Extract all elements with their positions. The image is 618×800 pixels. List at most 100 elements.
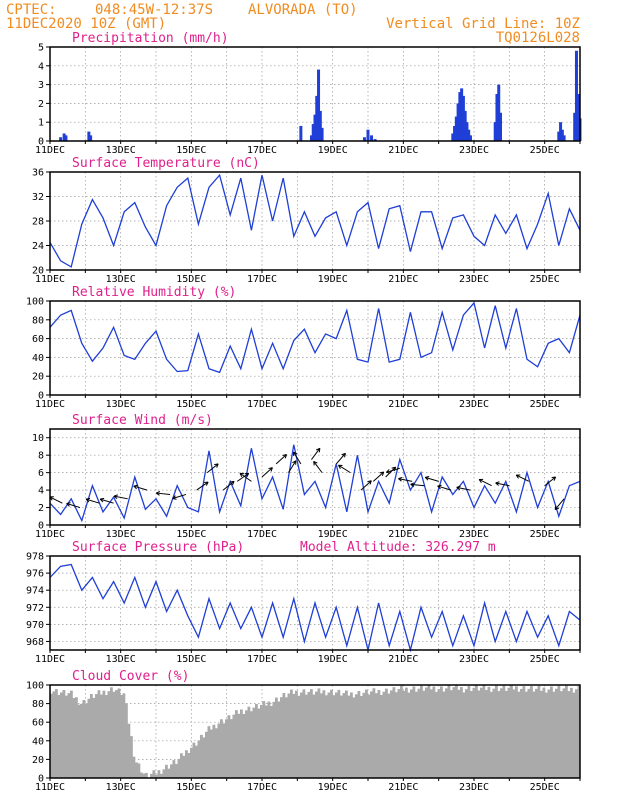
cloud-bar	[130, 736, 133, 778]
x-tick-label: 11DEC	[35, 529, 65, 540]
cloud-bar	[262, 701, 266, 778]
x-tick-label: 11DEC	[35, 274, 65, 285]
cloud-bar	[317, 688, 321, 778]
cloud-bar	[270, 705, 273, 778]
cloud-bar	[535, 688, 538, 778]
wind-vector	[85, 498, 100, 504]
y-tick-label: 3	[38, 80, 44, 91]
precip-bar	[499, 112, 502, 141]
cloud-bar	[100, 694, 103, 778]
cloud-bar	[127, 723, 131, 778]
wind-vector-head	[437, 485, 441, 490]
precip-bar	[460, 88, 464, 141]
cloud-bar	[517, 691, 521, 778]
temp-title: Surface Temperature (nC)	[72, 156, 260, 171]
cloud-bar	[95, 694, 98, 778]
wind-vector	[113, 495, 128, 500]
x-tick-label: 17DEC	[247, 782, 277, 793]
precip-bar	[59, 137, 63, 141]
header-grid-note: Vertical Grid Line: 10Z	[386, 16, 580, 32]
wind-vector-head	[367, 480, 372, 483]
wind-vector-head	[313, 460, 318, 464]
wind-vector-head	[478, 479, 482, 484]
cloud-bar	[442, 691, 446, 778]
wind-vector-head	[386, 469, 390, 473]
panel-frame	[49, 555, 581, 651]
x-tick-label: 19DEC	[318, 399, 348, 410]
cloud-bar	[520, 688, 523, 778]
precip-title: Precipitation (mm/h)	[72, 31, 229, 46]
x-tick-label: 21DEC	[388, 654, 418, 665]
wind-vector-head	[344, 453, 346, 458]
cloud-bar	[417, 688, 421, 778]
wind-vector-head	[495, 481, 500, 484]
wind-vector	[372, 471, 385, 482]
wind-vector-head	[381, 471, 385, 476]
cloud-bar	[155, 774, 158, 778]
wind-vector	[66, 503, 81, 509]
wind-vector-head	[554, 505, 557, 510]
cloud-bar	[530, 686, 533, 778]
x-tick-label: 21DEC	[388, 274, 418, 285]
cloud-bar	[145, 772, 148, 778]
wind-vector-head	[282, 454, 287, 456]
x-tick-label: 11DEC	[35, 399, 65, 410]
y-tick-label: 80	[32, 315, 44, 326]
cloud-bar	[352, 697, 356, 778]
cloud-bar	[460, 687, 463, 778]
cloud-bar	[475, 685, 478, 778]
cloud-bar	[267, 701, 271, 778]
cloud-bar	[257, 708, 261, 778]
precip-bar	[454, 116, 458, 141]
x-tick-label: 21DEC	[388, 145, 418, 156]
y-tick-label: 4	[38, 486, 44, 497]
cloud-bar	[367, 694, 371, 778]
cloud-bar	[490, 691, 493, 778]
cloud-bar	[307, 691, 311, 778]
x-tick-label: 23DEC	[459, 274, 489, 285]
precip-bar	[309, 135, 313, 141]
cloud-bar	[440, 686, 443, 778]
wind-vector-head	[113, 494, 118, 497]
x-tick-label: 13DEC	[106, 399, 136, 410]
precip-bar	[573, 112, 577, 141]
rh-title: Relative Humidity (%)	[72, 285, 236, 300]
precip-bar	[451, 133, 455, 141]
cloud-bar	[350, 692, 353, 778]
cloud-bar	[312, 694, 316, 778]
cloud-bar	[482, 685, 486, 778]
wind-vector-head	[268, 467, 273, 470]
x-tick-label: 13DEC	[106, 274, 136, 285]
precip-bar	[562, 135, 566, 141]
cloud-bar	[242, 713, 246, 778]
cloud-bar	[265, 705, 268, 778]
x-tick-label: 17DEC	[247, 399, 277, 410]
wind-vector-head	[553, 476, 557, 481]
cloud-bar	[422, 690, 426, 778]
cloud-bar	[277, 701, 281, 778]
cloud-bar	[182, 755, 186, 778]
wind-vector-head	[456, 486, 461, 491]
wind-vector-head	[338, 464, 341, 469]
cloud-bar	[325, 695, 328, 778]
cloud-bar	[90, 693, 93, 778]
wind-vector-head	[155, 492, 160, 496]
wind-vector-head	[133, 484, 138, 487]
cloud-bar	[140, 772, 143, 778]
y-tick-label: 60	[32, 718, 44, 729]
wind-vector-head	[410, 483, 415, 488]
cloud-bar	[335, 692, 338, 778]
cloud-bar	[275, 697, 278, 778]
x-tick-label: 25DEC	[530, 654, 560, 665]
rh-series-line	[49, 301, 581, 374]
cloud-title: Cloud Cover (%)	[72, 669, 189, 684]
wind-vector-head	[515, 474, 519, 479]
cloud-bar	[80, 703, 83, 778]
cloud-bar	[505, 690, 508, 778]
wind-vector-head	[172, 495, 176, 499]
cloud-bar	[372, 688, 376, 778]
wind-vector	[478, 479, 492, 487]
y-tick-label: 60	[32, 334, 44, 345]
wind-vector	[398, 478, 413, 482]
